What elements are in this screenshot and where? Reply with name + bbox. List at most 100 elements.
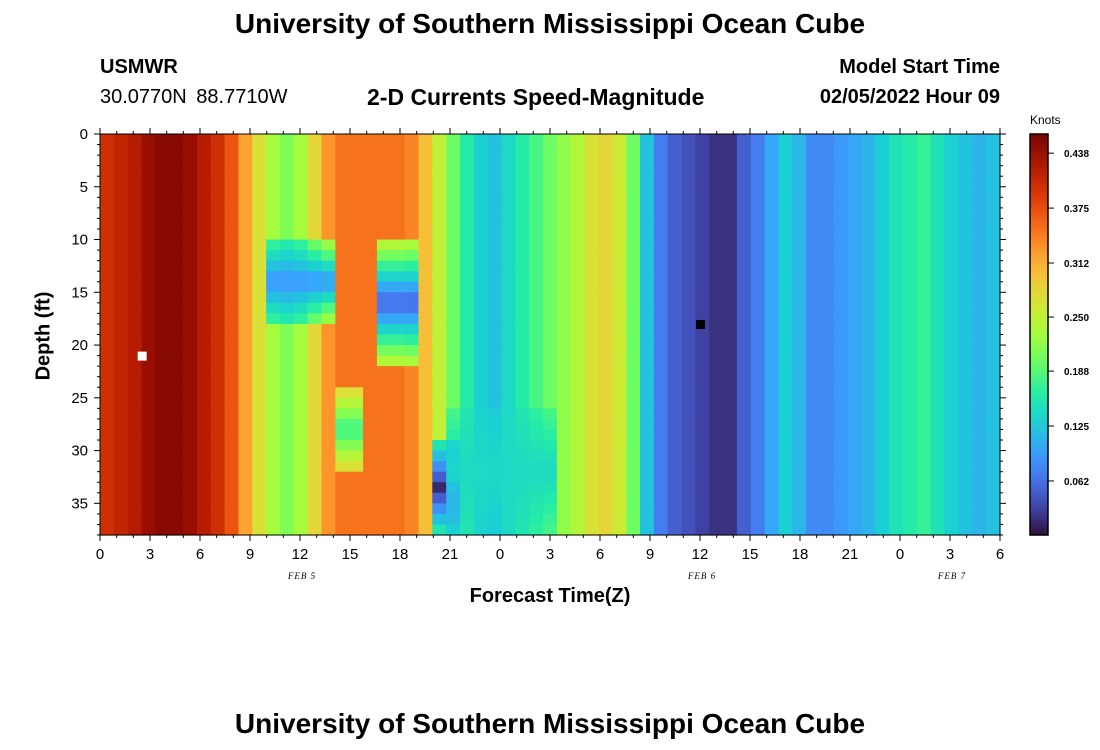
- heatmap-cell: [363, 165, 378, 177]
- heatmap-cell: [861, 134, 876, 146]
- heatmap-cell: [127, 292, 143, 304]
- heatmap-cell: [958, 134, 973, 146]
- heatmap-cell: [681, 429, 696, 441]
- heatmap-cell: [598, 418, 613, 431]
- heatmap-cell: [612, 165, 627, 177]
- heatmap-cell: [750, 524, 766, 536]
- heatmap-cell: [446, 440, 461, 452]
- heatmap-cell: [750, 408, 766, 420]
- heatmap-cell: [792, 524, 807, 536]
- heatmap-cell: [238, 345, 253, 357]
- heatmap-cell: [501, 418, 516, 431]
- heatmap-cell: [127, 239, 143, 251]
- heatmap-cell: [252, 260, 267, 272]
- heatmap-cell: [321, 429, 336, 441]
- heatmap-cell: [321, 186, 336, 198]
- heatmap-cell: [155, 408, 170, 420]
- heatmap-cell: [626, 292, 641, 304]
- heatmap-cell: [750, 197, 766, 209]
- heatmap-cell: [210, 418, 226, 431]
- heatmap-cell: [736, 197, 752, 209]
- heatmap-cell: [183, 471, 198, 483]
- heatmap-cell: [280, 207, 295, 220]
- heatmap-cell: [141, 418, 156, 431]
- heatmap-cell: [889, 503, 904, 515]
- heatmap-cell: [432, 524, 447, 536]
- heatmap-cell: [307, 355, 323, 367]
- heatmap-cell: [432, 450, 447, 462]
- heatmap-cell: [861, 155, 876, 167]
- heatmap-cell: [889, 471, 904, 483]
- heatmap-cell: [280, 524, 295, 536]
- heatmap-cell: [349, 134, 364, 146]
- heatmap-cell: [155, 271, 170, 283]
- heatmap-cell: [764, 271, 780, 283]
- heatmap-cell: [238, 186, 253, 198]
- heatmap-cell: [944, 134, 960, 146]
- heatmap-cell: [806, 408, 821, 420]
- heatmap-cell: [473, 260, 489, 272]
- heatmap-cell: [390, 461, 406, 473]
- heatmap-cell: [598, 355, 613, 367]
- heatmap-cell: [681, 313, 696, 325]
- heatmap-cell: [640, 513, 655, 526]
- heatmap-cell: [404, 323, 420, 336]
- heatmap-cell: [889, 292, 904, 304]
- heatmap-cell: [598, 513, 613, 526]
- heatmap-cell: [723, 260, 738, 272]
- heatmap-cell: [238, 144, 253, 156]
- heatmap-cell: [916, 513, 932, 526]
- heatmap-cell: [446, 239, 461, 251]
- heatmap-cell: [321, 450, 336, 462]
- heatmap-cell: [612, 471, 627, 483]
- heatmap-cell: [764, 345, 780, 357]
- heatmap-cell: [293, 228, 309, 241]
- heatmap-cell: [280, 397, 295, 409]
- heatmap-cell: [903, 450, 918, 462]
- heatmap-cell: [833, 271, 849, 283]
- heatmap-cell: [183, 387, 198, 399]
- heatmap-cell: [349, 302, 364, 314]
- heatmap-cell: [335, 250, 350, 262]
- heatmap-cell: [335, 186, 350, 198]
- heatmap-cell: [349, 144, 364, 156]
- heatmap-cell: [363, 250, 378, 262]
- heatmap-cell: [570, 471, 586, 483]
- heatmap-cell: [612, 355, 627, 367]
- heatmap-cell: [626, 323, 641, 336]
- heatmap-cell: [141, 197, 156, 209]
- heatmap-cell: [584, 260, 600, 272]
- heatmap-cell: [321, 260, 336, 272]
- heatmap-cell: [196, 271, 212, 283]
- heatmap-cell: [100, 218, 115, 230]
- heatmap-cell: [903, 228, 918, 241]
- heatmap-cell: [709, 144, 724, 156]
- heatmap-cell: [280, 155, 295, 167]
- heatmap-cell: [833, 492, 849, 504]
- heatmap-cell: [695, 334, 710, 346]
- heatmap-cell: [598, 450, 613, 462]
- heatmap-cell: [723, 155, 738, 167]
- heatmap-cell: [293, 334, 309, 346]
- heatmap-cell: [570, 418, 586, 431]
- heatmap-cell: [612, 387, 627, 399]
- heatmap-cell: [736, 155, 752, 167]
- heatmap-cell: [612, 482, 627, 494]
- heatmap-cell: [404, 281, 420, 293]
- heatmap-cell: [820, 186, 835, 198]
- heatmap-cell: [889, 197, 904, 209]
- heatmap-cell: [127, 281, 143, 293]
- heatmap-cell: [820, 228, 835, 241]
- heatmap-cell: [584, 207, 600, 220]
- heatmap-cell: [280, 429, 295, 441]
- heatmap-cell: [556, 524, 572, 536]
- heatmap-cell: [930, 503, 946, 515]
- heatmap-cell: [778, 197, 793, 209]
- heatmap-cell: [958, 323, 973, 336]
- heatmap-cell: [183, 197, 198, 209]
- heatmap-cell: [584, 228, 600, 241]
- heatmap-cell: [764, 134, 780, 146]
- heatmap-cell: [321, 165, 336, 177]
- heatmap-cell: [487, 302, 503, 314]
- heatmap-cell: [875, 313, 890, 325]
